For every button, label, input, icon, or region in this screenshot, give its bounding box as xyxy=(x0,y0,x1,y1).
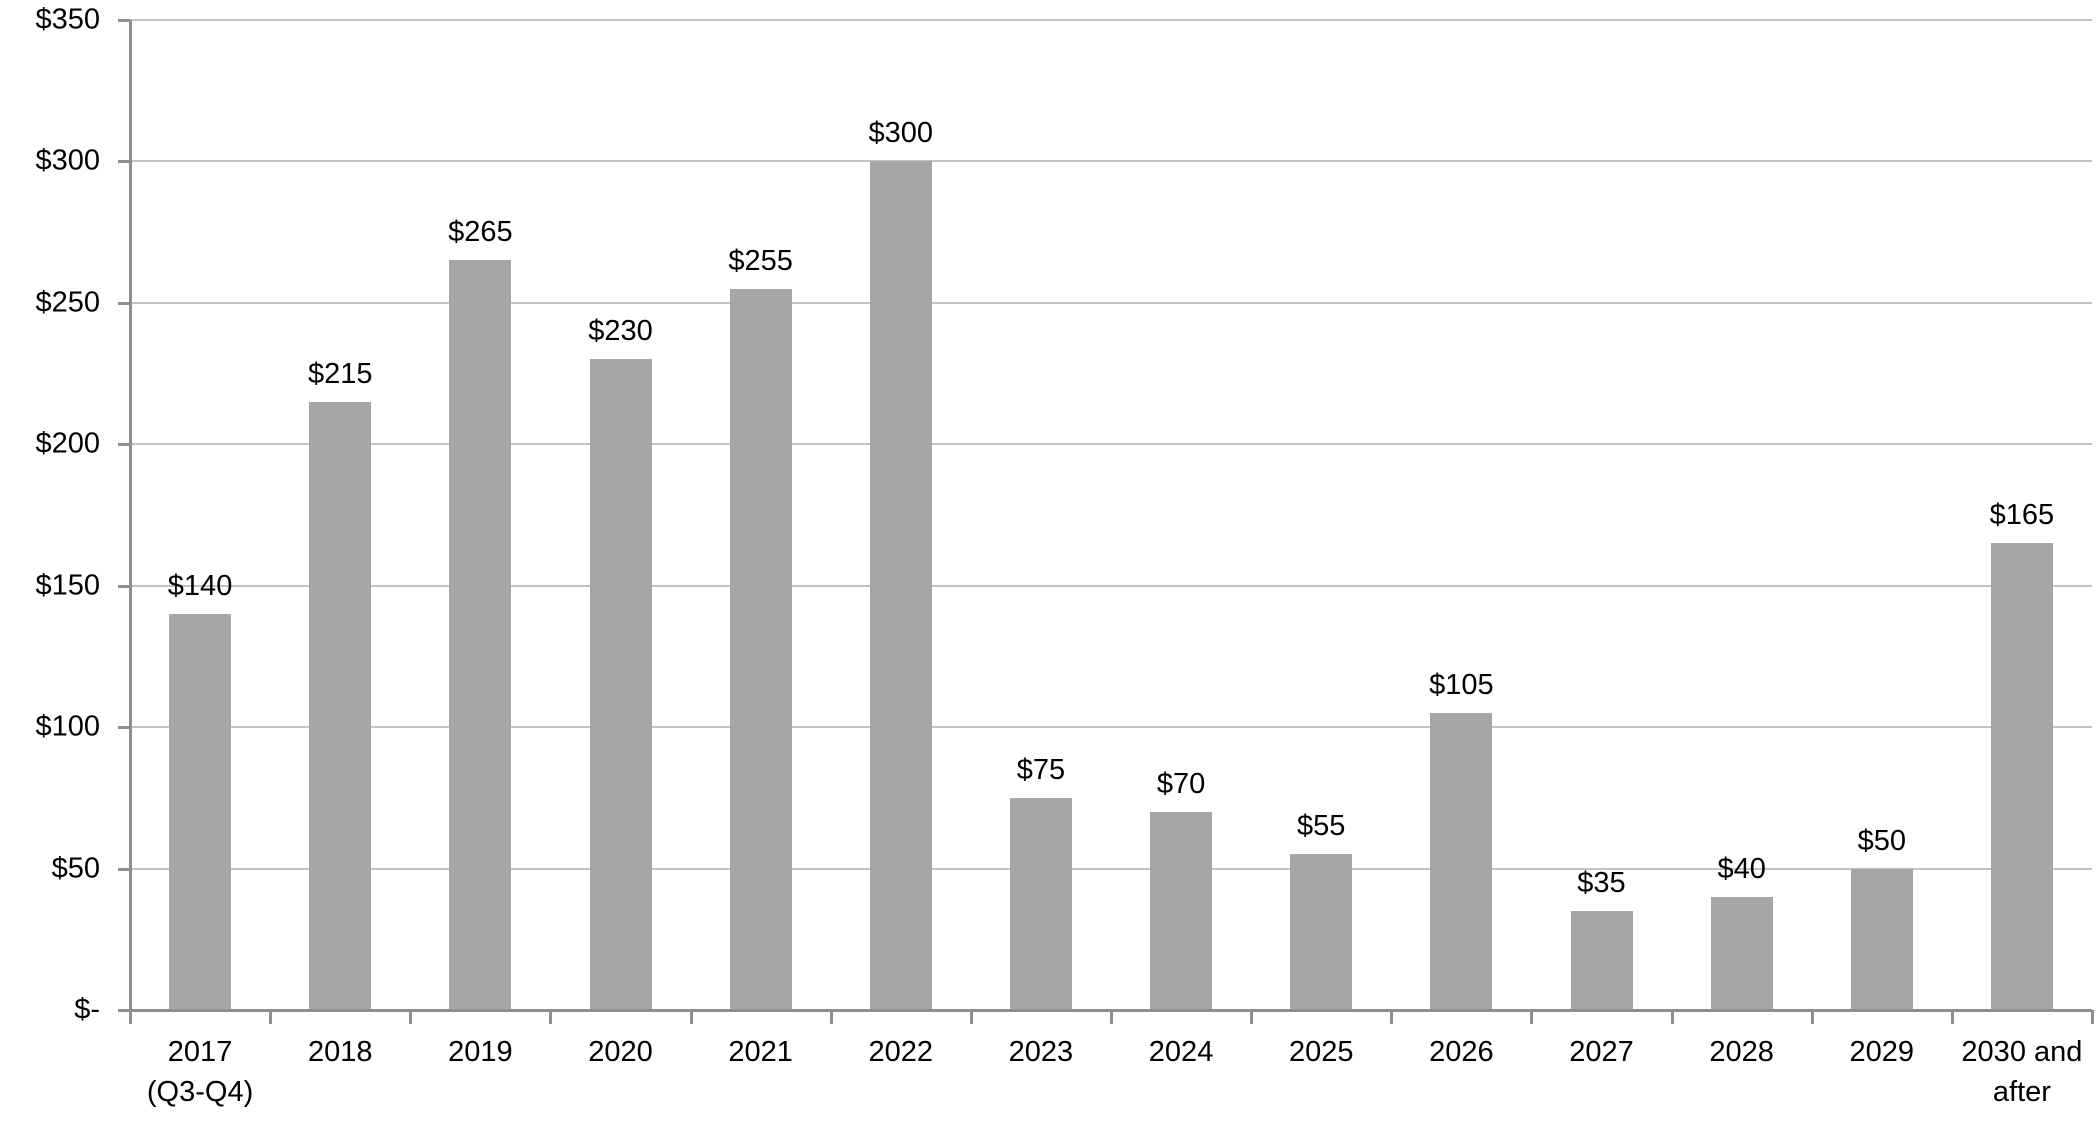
x-axis-tick xyxy=(549,1010,553,1024)
bar xyxy=(1850,868,1913,1010)
x-axis-tick xyxy=(689,1010,693,1024)
y-axis-label: $50 xyxy=(51,852,100,885)
x-axis-tick xyxy=(2091,1010,2094,1024)
bar-value-label: $230 xyxy=(588,315,653,348)
bar-value-label: $35 xyxy=(1577,867,1626,899)
bar-value-label: $165 xyxy=(1989,499,2055,532)
x-axis-label: 2029 xyxy=(1849,1036,1915,1068)
y-axis-label: $300 xyxy=(35,144,100,177)
x-axis-tick xyxy=(1390,1010,1394,1024)
y-axis-label: $100 xyxy=(35,710,100,743)
x-axis-label: 2024 xyxy=(1148,1036,1214,1068)
x-axis-label: 2021 xyxy=(728,1036,793,1068)
bar-value-label: $40 xyxy=(1717,852,1766,885)
x-axis-label: 2017 (Q3-Q4) xyxy=(146,1036,254,1108)
y-axis-tick xyxy=(118,867,130,871)
x-axis-label: 2020 xyxy=(588,1036,653,1068)
x-axis-label: 2019 xyxy=(448,1036,513,1068)
y-axis-tick xyxy=(118,584,130,588)
x-axis-label: 2023 xyxy=(1008,1036,1074,1068)
bar xyxy=(589,359,652,1010)
y-axis-label: $250 xyxy=(35,286,100,319)
y-axis-label: $- xyxy=(74,993,100,1026)
bar xyxy=(169,614,232,1010)
bar-value-label: $50 xyxy=(1857,824,1906,857)
y-axis-tick xyxy=(118,726,130,730)
x-axis-tick xyxy=(409,1010,413,1024)
x-axis-tick xyxy=(1950,1010,1954,1024)
x-axis-tick xyxy=(269,1010,273,1024)
y-axis-tick xyxy=(118,160,130,164)
x-axis-tick xyxy=(1810,1010,1814,1024)
x-axis-label: 2028 xyxy=(1709,1036,1774,1068)
gridline xyxy=(130,584,2092,587)
bar xyxy=(1710,896,1773,1010)
y-axis-label: $350 xyxy=(35,3,100,36)
bar xyxy=(1430,713,1493,1010)
bar-value-label: $140 xyxy=(167,570,233,602)
bar-value-label: $70 xyxy=(1156,768,1206,800)
bar xyxy=(1570,911,1633,1010)
bar-value-label: $255 xyxy=(728,244,793,277)
bar-value-label: $215 xyxy=(307,357,373,390)
bar xyxy=(869,161,932,1010)
bar xyxy=(309,401,372,1010)
bar-value-label: $105 xyxy=(1429,669,1494,701)
y-axis-tick xyxy=(118,19,130,22)
y-axis-label: $150 xyxy=(35,569,100,602)
x-axis-tick xyxy=(1530,1010,1534,1024)
bar xyxy=(1150,812,1213,1010)
y-axis-label: $200 xyxy=(35,427,100,460)
x-axis-tick xyxy=(1250,1010,1254,1024)
bar xyxy=(1990,543,2053,1010)
gridline xyxy=(130,443,2092,446)
x-axis-label: 2018 xyxy=(307,1036,373,1068)
y-axis-tick xyxy=(118,301,130,305)
x-axis-tick xyxy=(129,1010,132,1024)
gridline xyxy=(130,867,2092,870)
gridline xyxy=(130,726,2092,729)
x-axis-line xyxy=(118,1009,2092,1012)
bar xyxy=(1009,797,1072,1010)
x-axis-tick xyxy=(829,1010,833,1024)
x-axis-label: 2026 xyxy=(1429,1036,1494,1068)
x-axis-label: 2030 and after xyxy=(1961,1036,2083,1108)
bar xyxy=(1290,854,1353,1010)
gridline xyxy=(130,19,2092,21)
y-axis-tick xyxy=(118,443,130,447)
bar xyxy=(449,260,512,1010)
y-axis-line xyxy=(129,20,132,1010)
bar-value-label: $300 xyxy=(868,117,934,150)
x-axis-tick xyxy=(1670,1010,1674,1024)
x-axis-tick xyxy=(1110,1010,1113,1024)
x-axis-label: 2027 xyxy=(1569,1036,1634,1068)
x-axis-tick xyxy=(969,1010,973,1024)
gridline xyxy=(130,301,2092,304)
bar-value-label: $265 xyxy=(448,216,513,249)
gridline xyxy=(130,160,2092,163)
bar xyxy=(729,288,792,1010)
bar-value-label: $55 xyxy=(1297,810,1346,843)
bar-value-label: $75 xyxy=(1016,753,1066,786)
x-axis-label: 2022 xyxy=(868,1036,934,1068)
x-axis-label: 2025 xyxy=(1288,1036,1354,1068)
